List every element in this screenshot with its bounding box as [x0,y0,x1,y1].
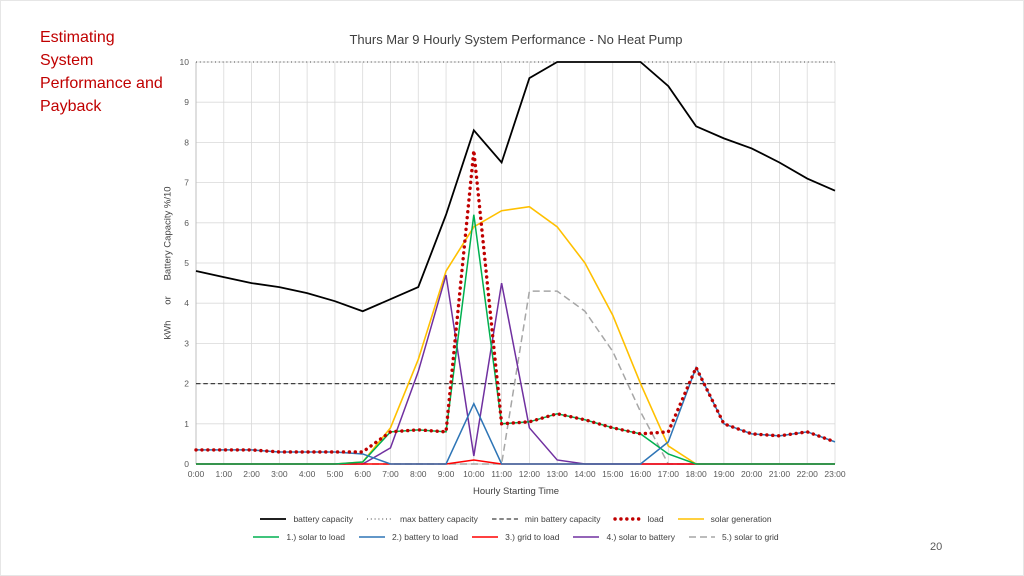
legend-line-sample [358,536,385,538]
legend-item-1-solar-to-load: 1.) solar to load [251,532,345,542]
y-tick-label: 1 [184,419,189,429]
legend-item-battery-capacity: battery capacity [258,514,353,524]
y-tick-label: 3 [184,338,189,348]
x-tick-label: 8:00 [410,469,427,479]
series-5-solar-to-grid [196,290,835,465]
x-tick-label: 21:00 [769,469,791,479]
legend-item-load: load [612,514,664,524]
legend-item-3-grid-to-load: 3.) grid to load [470,532,559,542]
x-tick-label: 14:00 [574,469,596,479]
legend-line-sample [491,518,518,520]
legend-item-4-solar-to-battery: 4.) solar to battery [571,532,675,542]
x-tick-label: 11:00 [491,469,512,479]
x-tick-label: 2:00 [243,469,260,479]
y-tick-label: 7 [184,178,189,188]
x-axis-title: Hourly Starting Time [472,486,560,497]
series-solar-generation [196,205,835,465]
y-tick-label: 9 [184,97,189,107]
x-tick-label: 0:00 [188,469,205,479]
legend-item-5-solar-to-grid: 5.) solar to grid [687,532,779,542]
y-tick-label: 8 [184,137,189,147]
y-tick-label: 5 [184,258,189,268]
x-tick-label: 10:00 [463,469,485,479]
y-tick-label: 2 [184,379,189,389]
legend-line-sample [677,518,704,520]
legend-line-sample [688,536,715,538]
legend-label: 3.) grid to load [505,532,560,542]
y-tick-label: 6 [184,218,189,228]
x-tick-label: 22:00 [797,469,819,479]
legend-line-sample [253,536,280,538]
x-tick-label: 3:00 [271,469,288,479]
y-axis-title: kWh or Battery Capacity %/10 [162,186,174,340]
x-tick-label: 16:00 [630,469,652,479]
legend-label: 2.) battery to load [391,532,459,542]
legend-item-2-battery-to-load: 2.) battery to load [357,532,458,542]
x-tick-label: 23:00 [824,469,846,479]
y-tick-label: 10 [180,57,190,67]
legend-line-sample [612,517,643,521]
series-battery-capacity [195,61,836,313]
legend-label: min battery capacity [524,514,601,524]
x-tick-label: 18:00 [685,469,707,479]
y-tick-label: 0 [184,459,189,469]
legend-label: battery capacity [293,514,353,524]
legend-label: solar generation [710,514,772,524]
x-tick-label: 13:00 [547,469,569,479]
chart-title: Thurs Mar 9 Hourly System Performance - … [349,32,683,47]
series-load [194,150,837,454]
legend-label: 4.) solar to battery [606,532,675,542]
x-tick-label: 7:00 [382,469,399,479]
y-tick-label: 4 [184,298,189,308]
x-tick-label: 15:00 [602,469,624,479]
x-tick-label: 6:00 [354,469,371,479]
legend-label: load [647,514,664,524]
x-tick-label: 9:00 [438,469,455,479]
legend-item-max-battery-capacity: max battery capacity [365,514,478,524]
legend-item-min-battery-capacity: min battery capacity [490,514,601,524]
legend-line-sample [472,536,499,538]
legend-label: 1.) solar to load [286,532,345,542]
legend-line-sample [573,536,600,538]
x-tick-label: 19:00 [713,469,735,479]
series-1-solar-to-load [196,214,835,465]
legend-row-2: 1.) solar to load 2.) battery to load 3.) … [140,532,890,542]
legend-item-solar-generation: solar generation [676,514,772,524]
x-tick-label: 17:00 [658,469,680,479]
legend-label: 5.) solar to grid [721,532,779,542]
slide-side-title: Estimating System Performance and Paybac… [40,29,163,115]
legend-label: max battery capacity [399,514,478,524]
legend-row-1: battery capacity max battery capacity min … [140,514,890,524]
page-number: 20 [930,541,943,553]
legend-line-sample [260,518,287,520]
x-tick-label: 5:00 [327,469,344,479]
x-tick-label: 12:00 [519,469,541,479]
performance-chart: 0 1 2 3 4 5 6 7 8 9 10 0:00 1:00 2:00 3:00 4:00 5:00 6:00… [180,57,846,479]
x-tick-label: 1:00 [216,469,233,479]
x-tick-label: 20:00 [741,469,763,479]
x-tick-label: 4:00 [299,469,316,479]
legend-line-sample [366,518,393,520]
